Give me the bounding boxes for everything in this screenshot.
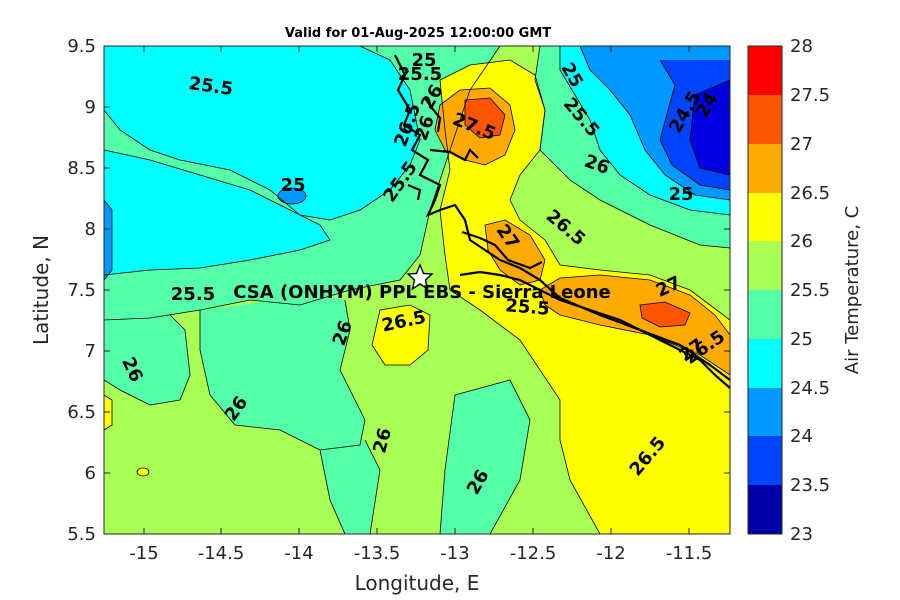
x-tick-label: -15 <box>129 543 158 564</box>
colorbar-tick-label: 25 <box>790 329 813 350</box>
contour-label: 25 <box>411 50 436 71</box>
contour-label: 25 <box>280 175 305 196</box>
colorbar-frame <box>747 45 783 535</box>
field-25-5-sw-lobe <box>104 315 190 405</box>
colorbar-band <box>748 388 782 436</box>
x-tick-label: -13.5 <box>354 543 401 564</box>
colorbar-tick-label: 23 <box>790 524 813 545</box>
colorbar-band <box>748 193 782 241</box>
y-tick-label: 8.5 <box>67 158 96 179</box>
colorbar: 23 23.5 24 24.5 25 25.5 26 26.5 27 27.5 … <box>747 36 863 545</box>
x-tick-label: -12 <box>596 543 625 564</box>
x-tick-label: -13 <box>440 543 469 564</box>
y-tick-label: 6.5 <box>67 402 96 423</box>
colorbar-tick-label: 24.5 <box>790 378 830 399</box>
map-plot-area: 25.5 25 25.5 26.5 27.5 25 25.5 25 25.5 2… <box>104 46 730 534</box>
y-axis: 5.5 6 6.5 7 7.5 8 8.5 9 9.5 Latitude, N <box>29 36 730 545</box>
colorbar-band <box>748 436 782 485</box>
field-24-5-blob <box>278 188 306 204</box>
colorbar-label: Air Temperature, C <box>842 206 863 374</box>
y-tick-label: 6 <box>85 463 96 484</box>
map-title: Valid for 01-Aug-2025 12:00:00 GMT <box>285 26 551 41</box>
colorbar-band <box>748 485 782 534</box>
y-tick-label: 7 <box>85 341 96 362</box>
colorbar-band <box>748 339 782 388</box>
colorbar-tick-label: 26.5 <box>790 183 830 204</box>
field-27-5-north <box>465 98 505 138</box>
field-23-5-northeast <box>690 80 730 175</box>
y-tick-label: 9 <box>85 97 96 118</box>
colorbar-band <box>748 95 782 144</box>
contour-label: 25.5 <box>171 284 215 305</box>
field-24-5-west-edge <box>104 200 112 280</box>
colorbar-tick-label: 28 <box>790 36 813 57</box>
x-tick-label: -14 <box>284 543 313 564</box>
field-27-east <box>540 275 730 375</box>
colorbar-tick-label: 25.5 <box>790 280 830 301</box>
contour-label: 25.5 <box>504 295 550 320</box>
field-25-northwest <box>104 46 420 220</box>
x-tick-label: -12.5 <box>510 543 557 564</box>
field-27-5-east <box>640 302 690 327</box>
colorbar-tick-label: 26 <box>790 231 813 252</box>
y-tick-label: 5.5 <box>67 524 96 545</box>
field-26-5-inland <box>372 305 430 365</box>
x-tick-label: -14.5 <box>198 543 245 564</box>
colorbar-tick-label: 27 <box>790 134 813 155</box>
field-25-west <box>104 150 330 275</box>
colorbar-band <box>748 241 782 290</box>
field-25-5-south-east <box>440 380 530 534</box>
station-label: CSA (ONHYM) PPL EBS - Sierra Leone <box>233 282 610 303</box>
colorbar-band <box>748 144 782 193</box>
colorbar-band <box>748 46 782 95</box>
y-axis-label: Latitude, N <box>29 235 53 345</box>
field-26-5-dot <box>137 468 149 476</box>
colorbar-tick-label: 24 <box>790 426 813 447</box>
contour-lines <box>104 46 730 534</box>
station-star-icon <box>406 263 434 291</box>
colorbar-band <box>748 290 782 339</box>
colorbar-tick-label: 23.5 <box>790 475 830 496</box>
coastline <box>394 54 730 389</box>
x-tick-label: -11.5 <box>666 543 713 564</box>
y-tick-label: 7.5 <box>67 280 96 301</box>
colorbar-tick-label: 27.5 <box>790 85 830 106</box>
contour-label: 25 <box>668 184 693 205</box>
y-tick-label: 8 <box>85 219 96 240</box>
contour-label: 25.5 <box>398 64 442 85</box>
field-25-5-central <box>200 295 365 450</box>
y-tick-label: 9.5 <box>67 36 96 57</box>
x-axis: -15 -14.5 -14 -13.5 -13 -12.5 -12 -11.5 … <box>129 46 712 595</box>
x-axis-label: Longitude, E <box>355 571 480 595</box>
